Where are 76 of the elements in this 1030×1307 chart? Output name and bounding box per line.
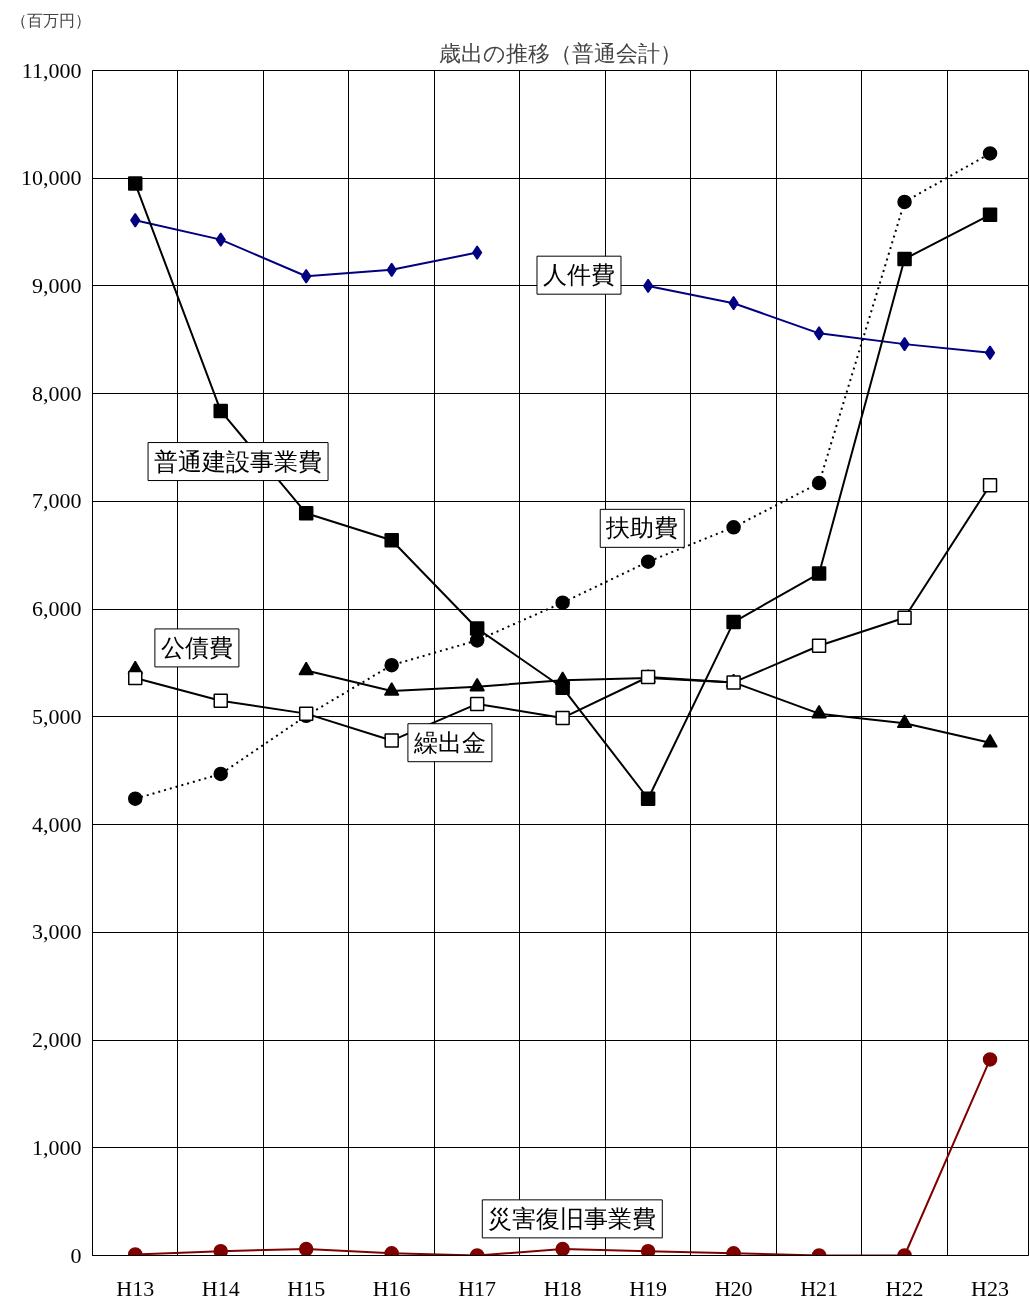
point bbox=[383, 682, 400, 696]
point bbox=[301, 269, 312, 284]
point bbox=[554, 671, 571, 686]
point bbox=[897, 194, 912, 210]
series-label: 公債費 bbox=[160, 634, 233, 661]
x-tick-label: H13 bbox=[116, 1275, 155, 1301]
x-tick-label: H18 bbox=[543, 1275, 582, 1301]
y-tick-label: 10,000 bbox=[21, 165, 82, 191]
y-tick-label: 7,000 bbox=[32, 488, 82, 514]
point bbox=[640, 791, 656, 806]
series-label: 繰出金 bbox=[412, 729, 486, 756]
point bbox=[384, 532, 399, 548]
point bbox=[127, 176, 143, 191]
point bbox=[213, 403, 228, 419]
x-tick-label: H14 bbox=[201, 1275, 240, 1301]
series-label: 普通建設事業費 bbox=[154, 448, 323, 475]
x-tick-label: H22 bbox=[885, 1275, 924, 1301]
x-tick-label: H17 bbox=[458, 1275, 497, 1301]
y-tick-label: 3,000 bbox=[32, 919, 82, 945]
y-tick-label: 1,000 bbox=[32, 1134, 82, 1160]
point bbox=[726, 520, 741, 535]
point bbox=[811, 638, 827, 654]
x-tick-label: H19 bbox=[629, 1275, 668, 1301]
point bbox=[897, 251, 912, 267]
y-tick-label: 8,000 bbox=[32, 380, 82, 406]
point bbox=[811, 475, 827, 491]
y-tick-label: 11,000 bbox=[21, 57, 82, 83]
point bbox=[213, 693, 228, 708]
point bbox=[127, 791, 143, 806]
point bbox=[213, 1243, 228, 1256]
point bbox=[298, 506, 314, 521]
point bbox=[982, 207, 998, 223]
series-label: 扶助費 bbox=[605, 515, 679, 542]
point bbox=[982, 478, 998, 493]
point bbox=[555, 710, 570, 726]
x-tick-label: H16 bbox=[372, 1275, 411, 1301]
x-tick-label: H20 bbox=[714, 1275, 753, 1301]
series-label: 人件費 bbox=[542, 262, 615, 289]
point bbox=[896, 714, 913, 729]
point bbox=[215, 232, 226, 247]
point bbox=[897, 610, 912, 625]
series-label: 災害復旧事業費 bbox=[488, 1205, 657, 1232]
point bbox=[472, 245, 483, 260]
point bbox=[469, 677, 485, 692]
y-tick-label: 5,000 bbox=[32, 703, 82, 729]
point bbox=[555, 1241, 570, 1256]
x-tick-label: H21 bbox=[800, 1275, 839, 1301]
point bbox=[213, 766, 228, 782]
point bbox=[982, 1052, 998, 1067]
point bbox=[982, 733, 998, 748]
point bbox=[640, 554, 656, 569]
point bbox=[469, 621, 485, 636]
y-tick-label: 4,000 bbox=[32, 811, 82, 837]
point bbox=[640, 1243, 656, 1256]
x-tick-label: H15 bbox=[287, 1275, 326, 1301]
y-tick-label: 2,000 bbox=[32, 1027, 82, 1053]
point bbox=[555, 595, 570, 610]
point bbox=[726, 614, 741, 630]
point bbox=[298, 1241, 314, 1256]
y-tick-label: 9,000 bbox=[32, 272, 82, 298]
x-tick-label: H23 bbox=[971, 1275, 1009, 1301]
point bbox=[811, 704, 827, 719]
point bbox=[469, 696, 485, 712]
point bbox=[811, 566, 827, 581]
chart-title: 歳出の推移（普通会計） bbox=[439, 40, 682, 66]
point bbox=[127, 670, 143, 686]
point bbox=[984, 345, 996, 360]
y-tick-label: 0 bbox=[70, 1242, 82, 1268]
y-tick-label: 6,000 bbox=[32, 596, 82, 622]
point bbox=[384, 657, 399, 673]
point bbox=[384, 733, 399, 748]
point bbox=[813, 326, 825, 341]
point bbox=[982, 146, 998, 161]
point bbox=[298, 661, 314, 676]
y-axis-title: （百万円） bbox=[10, 11, 91, 29]
point bbox=[469, 633, 485, 648]
